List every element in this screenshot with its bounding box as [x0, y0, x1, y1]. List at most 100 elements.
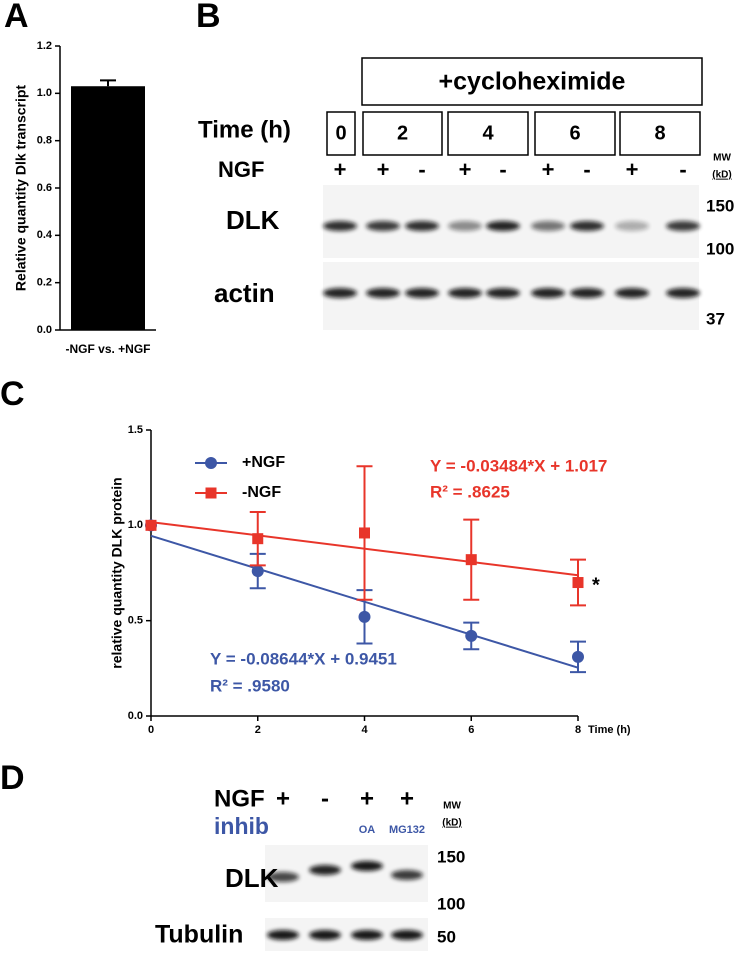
bar	[71, 86, 145, 330]
y-tick-label: 0.0	[37, 324, 52, 336]
error-bar	[100, 79, 116, 87]
band	[615, 288, 649, 298]
mw-marker: 50	[437, 927, 456, 946]
time-label: Time (h)	[198, 116, 291, 143]
x-tick-label: 6	[468, 724, 474, 736]
y-tick-label: 1.5	[128, 424, 143, 436]
band	[366, 221, 400, 231]
x-tick-label: 4	[361, 724, 368, 736]
band	[351, 861, 383, 871]
panel-label: C	[0, 375, 25, 413]
time-value: 4	[482, 122, 494, 144]
inhib-label: inhib	[214, 813, 269, 839]
ngf-sign: -	[321, 785, 329, 812]
x-tick-label: -NGF vs. +NGF	[65, 342, 150, 356]
x-tick-label: 8	[575, 724, 581, 736]
r-squared: R² = .9580	[210, 676, 290, 695]
y-tick-label: 0.0	[128, 710, 143, 722]
significance: *	[592, 574, 600, 596]
ngf-sign: -	[679, 157, 686, 182]
band	[486, 221, 520, 231]
fit-equation: Y = -0.08644*X + 0.9451	[210, 649, 397, 668]
time-value: 2	[397, 122, 408, 144]
legend-label: -NGF	[242, 484, 281, 501]
band	[666, 221, 700, 231]
band	[267, 930, 299, 940]
y-tick-label: 0.2	[37, 277, 52, 289]
ngf-sign: -	[583, 157, 590, 182]
ngf-sign: -	[499, 157, 506, 182]
y-tick-label: 0.6	[37, 182, 52, 194]
band	[570, 221, 604, 231]
band	[531, 221, 565, 231]
time-box	[362, 111, 443, 156]
mw-label: MW	[443, 801, 461, 812]
treatment-box	[361, 57, 703, 106]
ngf-sign: +	[377, 157, 390, 182]
band	[391, 930, 423, 940]
band	[309, 865, 341, 875]
y-tick-label: 1.0	[37, 87, 52, 99]
time-value: 6	[569, 122, 580, 144]
time-box	[619, 111, 701, 156]
y-tick-label: 1.2	[37, 40, 52, 52]
band	[615, 221, 649, 231]
ngf-sign: +	[626, 157, 639, 182]
band	[405, 288, 439, 298]
band	[448, 288, 482, 298]
ngf-sign: +	[459, 157, 472, 182]
fit-equation: Y = -0.03484*X + 1.017	[430, 456, 607, 475]
mw-label: (kD)	[712, 170, 731, 181]
r-squared: R² = .8625	[430, 482, 510, 501]
band	[570, 288, 604, 298]
marker	[359, 527, 370, 539]
marker	[252, 533, 264, 545]
time-box	[326, 111, 356, 156]
band	[486, 288, 520, 298]
y-axis-label: Relative quantity Dlk transcript	[13, 85, 29, 292]
mw-marker: 150	[706, 196, 734, 215]
marker	[465, 554, 477, 566]
ngf-sign: +	[360, 785, 374, 812]
ngf-label: NGF	[214, 785, 265, 812]
marker	[572, 650, 584, 663]
band	[448, 221, 482, 231]
x-tick-label: 2	[255, 724, 261, 736]
ngf-sign: +	[276, 785, 290, 812]
panel-label: B	[196, 0, 221, 35]
panel-label: D	[0, 759, 25, 797]
ngf-sign: -	[418, 157, 425, 182]
marker	[145, 519, 157, 531]
mw-label: MW	[713, 153, 731, 164]
mw-marker: 100	[706, 239, 734, 258]
band	[405, 221, 439, 231]
mw-label: (kD)	[442, 818, 461, 829]
treatment-label: +cycloheximide	[439, 68, 626, 96]
row-label: Tubulin	[155, 921, 243, 949]
time-box	[447, 111, 529, 156]
panel-label: A	[4, 0, 29, 35]
y-axis-label: relative quantity DLK protein	[109, 477, 125, 668]
band	[391, 870, 423, 880]
row-label: DLK	[226, 205, 280, 235]
legend-marker	[205, 457, 217, 469]
legend-marker	[205, 487, 217, 499]
marker	[572, 577, 584, 589]
band	[531, 288, 565, 298]
x-tick-label: 0	[148, 724, 154, 736]
y-tick-label: 1.0	[128, 519, 143, 531]
band	[323, 288, 357, 298]
time-value: 0	[335, 122, 346, 144]
mw-marker: 150	[437, 847, 465, 866]
time-box	[534, 111, 616, 156]
band	[666, 288, 700, 298]
band	[323, 221, 357, 231]
marker	[251, 565, 264, 578]
inhib-value: MG132	[389, 824, 425, 836]
y-tick-label: 0.8	[37, 135, 52, 147]
inhib-value: OA	[359, 824, 376, 836]
row-label: actin	[214, 278, 275, 308]
band	[351, 930, 383, 940]
y-tick-label: 0.5	[128, 615, 143, 627]
